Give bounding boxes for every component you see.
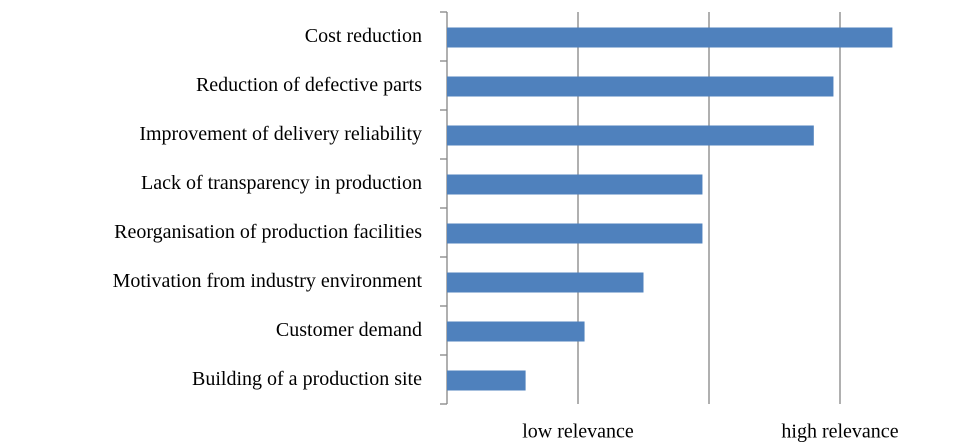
bar bbox=[447, 370, 526, 391]
y-tick-label: Motivation from industry environment bbox=[113, 270, 423, 292]
y-tick-label: Reduction of defective parts bbox=[196, 74, 422, 96]
bar bbox=[447, 27, 893, 48]
y-tick-label: Reorganisation of production facilities bbox=[114, 221, 422, 243]
y-tick-label: Cost reduction bbox=[305, 25, 422, 47]
bar bbox=[447, 223, 703, 244]
y-tick-label: Building of a production site bbox=[192, 368, 422, 390]
y-tick-label: Improvement of delivery reliability bbox=[139, 123, 422, 145]
bar bbox=[447, 76, 834, 97]
bar bbox=[447, 125, 814, 146]
bar bbox=[447, 272, 644, 293]
y-tick-label: Lack of transparency in production bbox=[141, 172, 422, 194]
x-tick-label: high relevance bbox=[781, 421, 898, 443]
y-tick-label: Customer demand bbox=[276, 319, 422, 341]
bar bbox=[447, 321, 585, 342]
x-tick-label: low relevance bbox=[522, 421, 634, 443]
bar bbox=[447, 174, 703, 195]
